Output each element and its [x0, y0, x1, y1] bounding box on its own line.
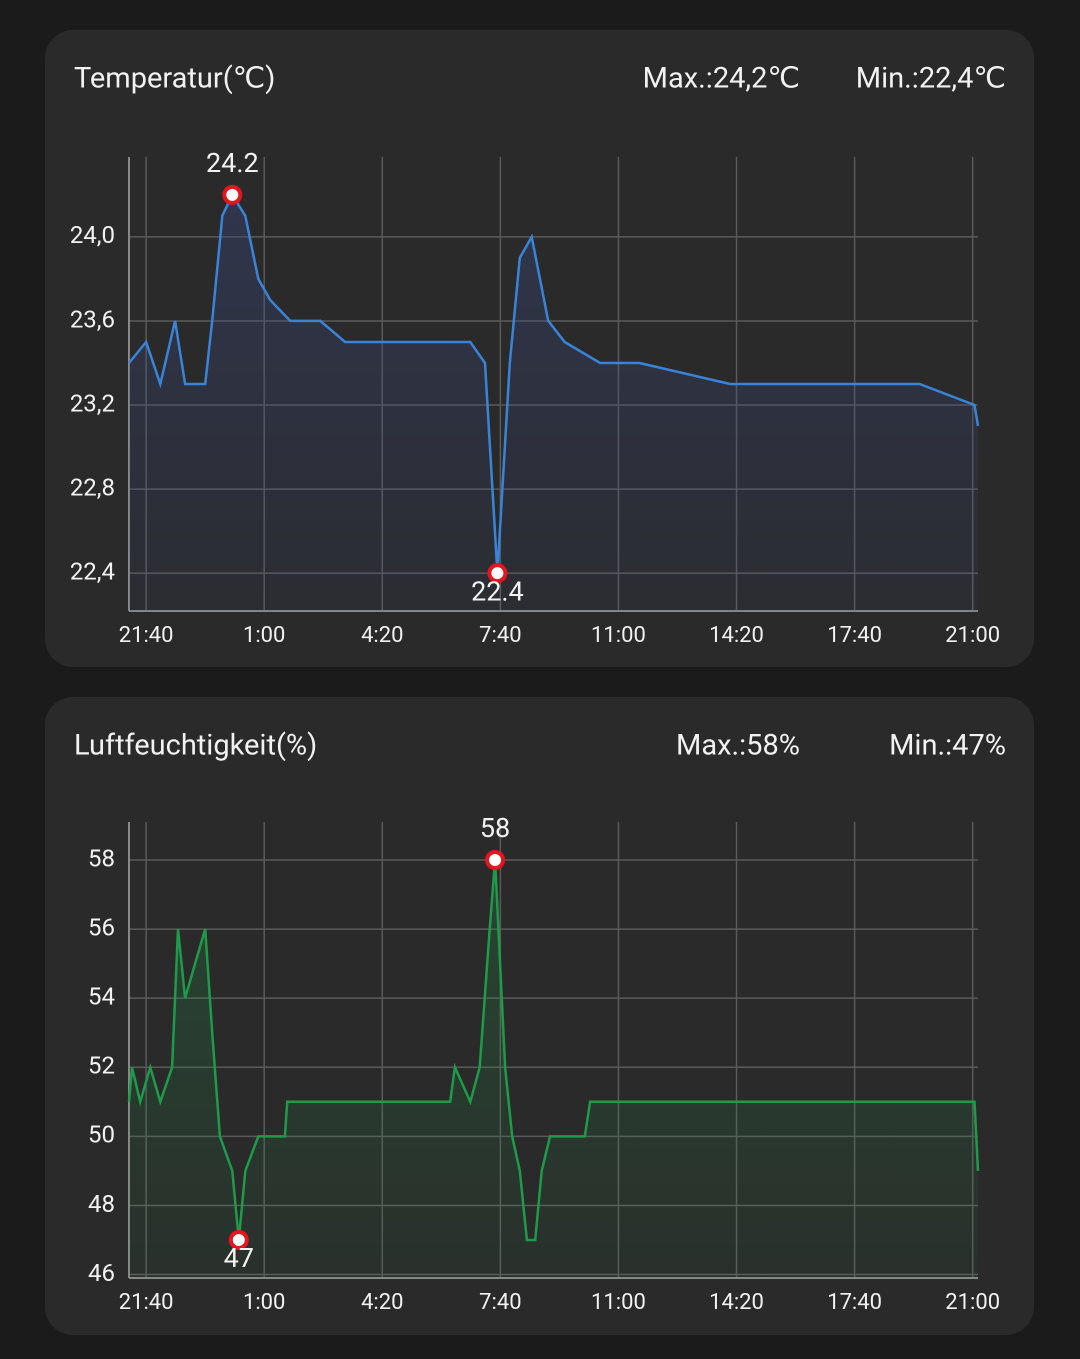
- x-tick-label: 14:20: [709, 623, 764, 648]
- x-tick-label: 17:40: [827, 1290, 882, 1315]
- y-tick-label: 24,0: [70, 221, 115, 249]
- x-tick-label: 1:00: [243, 1290, 285, 1315]
- marker: [485, 850, 506, 870]
- humidity-chart: Luftfeuchtigkeit(%) Max.:58% Min.:47% 46 48 5…: [74, 729, 1006, 1315]
- x-tick-label: 21:00: [945, 1290, 1000, 1315]
- area: [129, 194, 978, 612]
- y-tick-label: 56: [88, 913, 115, 941]
- x-tick-label: 11:00: [591, 623, 646, 648]
- y-tick-label: 58: [88, 844, 115, 872]
- min-text: Min.:47%: [889, 729, 1006, 763]
- x-tick-label: 21:40: [119, 623, 174, 648]
- y-tick-label: 52: [88, 1052, 115, 1080]
- y-tick-label: 48: [88, 1190, 115, 1218]
- x-tick-label: 11:00: [591, 1290, 646, 1315]
- marker: [228, 1230, 249, 1250]
- x-tick-label: 17:40: [827, 623, 882, 648]
- y-tick-label: 50: [88, 1121, 115, 1149]
- y-tick-label: 46: [88, 1259, 115, 1287]
- x-tick-label: 21:40: [119, 1290, 174, 1315]
- marker: [487, 563, 508, 584]
- x-tick-label: 7:40: [479, 1290, 521, 1315]
- x-tick-label: 7:40: [479, 623, 521, 648]
- max-text: Max.:24,2℃: [643, 62, 800, 96]
- max-text: Max.:58%: [676, 729, 800, 763]
- y-tick-label: 22,8: [70, 473, 115, 501]
- marker-label: 24.2: [206, 147, 259, 179]
- marker: [222, 184, 243, 205]
- area: [129, 860, 978, 1278]
- y-tick-label: 22,4: [70, 558, 115, 586]
- x-tick-label: 4:20: [361, 623, 403, 648]
- chart-title: Temperatur(℃): [74, 62, 275, 96]
- x-tick-label: 14:20: [709, 1290, 764, 1315]
- chart-title: Luftfeuchtigkeit(%): [74, 729, 317, 763]
- x-tick-label: 4:20: [361, 1290, 403, 1315]
- line: [128, 192, 980, 574]
- marker-label: 47: [224, 1242, 254, 1274]
- y-tick-label: 23,6: [70, 305, 115, 333]
- y-tick-label: 23,2: [70, 389, 115, 417]
- marker-label: 22.4: [471, 575, 524, 607]
- min-text: Min.:22,4℃: [856, 62, 1006, 96]
- x-tick-label: 1:00: [243, 623, 285, 648]
- temperature-chart: Temperatur(℃) Max.:24,2℃ Min.:22,4℃ 22,4 22,…: [70, 62, 1006, 648]
- marker-label: 58: [480, 812, 510, 844]
- x-tick-label: 21:00: [945, 623, 1000, 648]
- line: [127, 859, 980, 1242]
- y-tick-label: 54: [88, 983, 115, 1011]
